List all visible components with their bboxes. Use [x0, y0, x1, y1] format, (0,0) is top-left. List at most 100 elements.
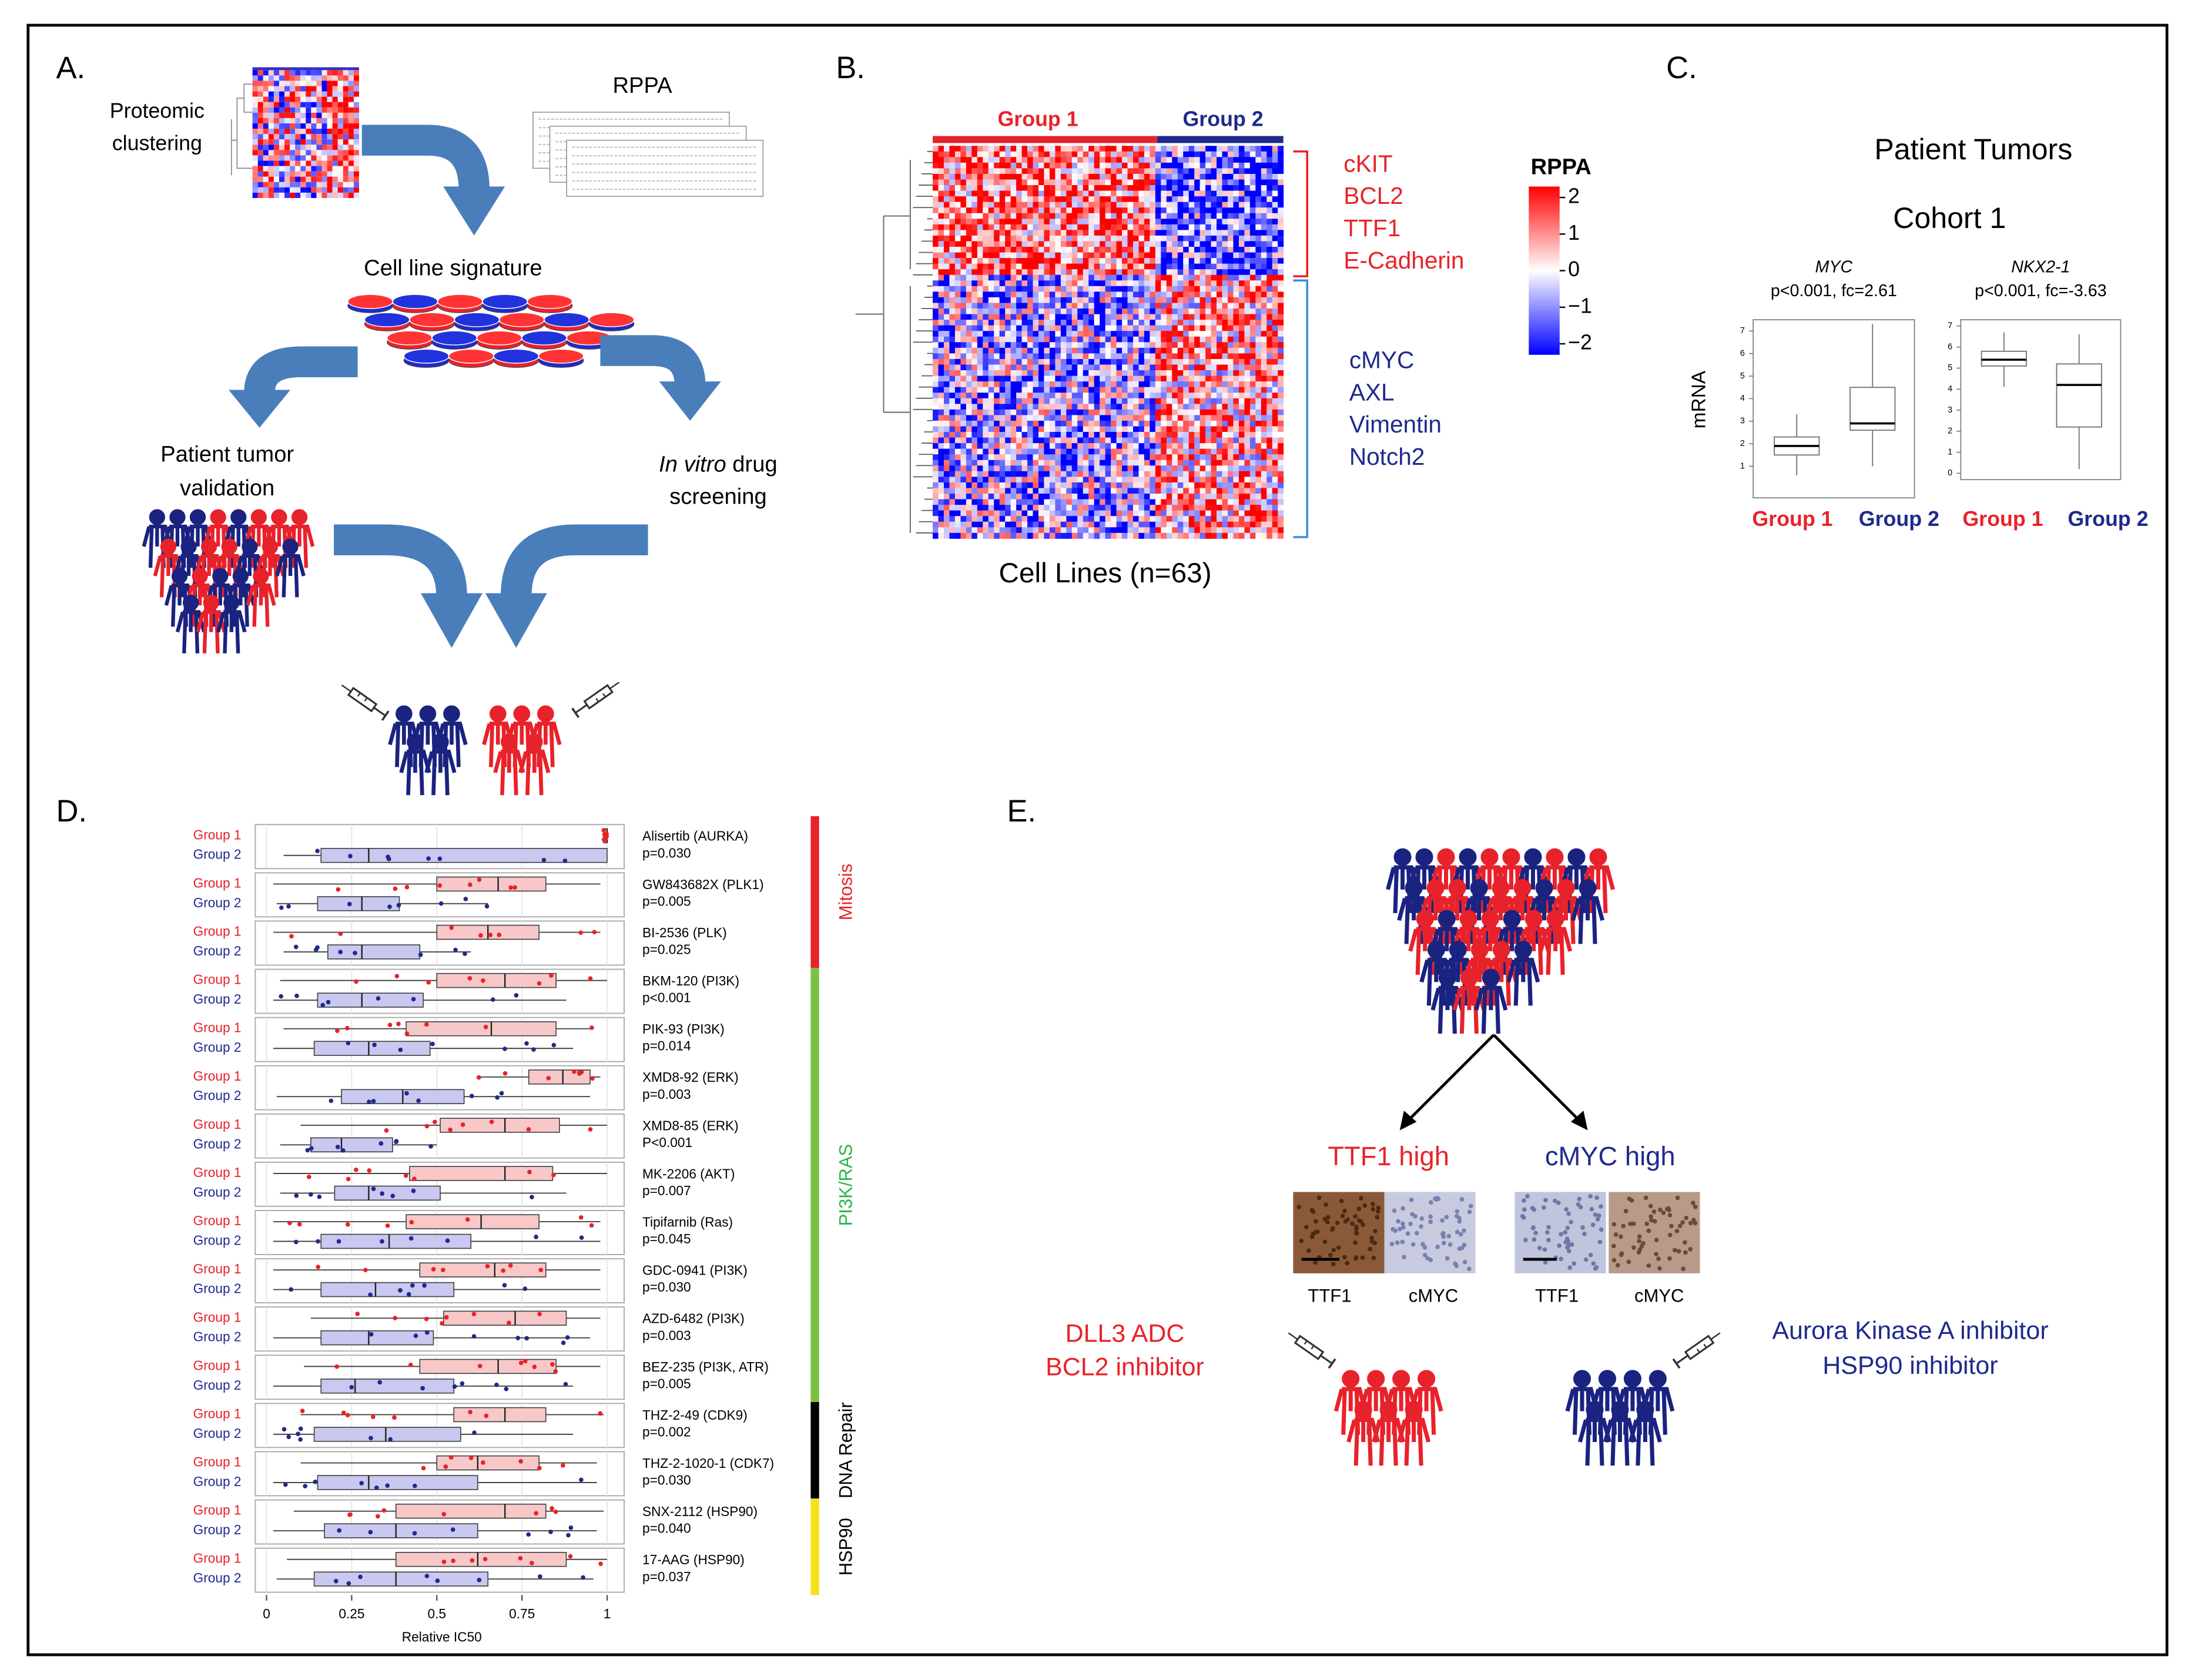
heatmap-cell: [1255, 325, 1262, 331]
heatmap-cell: [943, 247, 950, 253]
heatmap-cell: [1021, 286, 1028, 292]
heatmap-cell: [1122, 151, 1128, 157]
heatmap-cell: [1255, 415, 1262, 421]
heatmap-cell: [1122, 308, 1128, 315]
thumb-cell: [290, 139, 296, 145]
heatmap-cell: [1217, 196, 1222, 203]
heatmap-cell: [1100, 151, 1106, 157]
thumb-cell: [343, 182, 349, 187]
heatmap-cell: [1161, 207, 1167, 214]
heatmap-cell: [1244, 375, 1251, 382]
heatmap-cell: [1122, 252, 1128, 259]
heatmap-cell: [1272, 252, 1278, 259]
heatmap-cell: [1049, 358, 1056, 365]
heatmap-cell: [1183, 247, 1190, 253]
heatmap-cell: [999, 146, 1006, 152]
heatmap-cell: [994, 454, 1000, 461]
heatmap-cell: [1105, 415, 1111, 421]
heatmap-cell: [1155, 146, 1161, 152]
heatmap-cell: [1010, 465, 1017, 472]
heatmap-cell: [1244, 320, 1251, 326]
heatmap-cell: [1044, 460, 1050, 466]
heatmap-cell: [1010, 336, 1017, 343]
heatmap-cell: [1094, 325, 1100, 331]
heatmap-cell: [954, 325, 961, 331]
heatmap-cell: [1088, 432, 1095, 438]
thumb-cell: [300, 134, 306, 140]
heatmap-cell: [1172, 443, 1178, 450]
thumb-cell: [332, 96, 338, 102]
heatmap-cell: [1055, 353, 1061, 360]
heatmap-cell: [1122, 432, 1128, 438]
heatmap-cell: [1211, 488, 1217, 494]
heatmap-cell: [994, 297, 1000, 303]
heatmap-cell: [1211, 482, 1217, 488]
heatmap-cell: [1071, 308, 1078, 315]
heatmap-cell: [1100, 286, 1106, 292]
heatmap-cell: [1238, 364, 1245, 371]
heatmap-cell: [1217, 336, 1222, 343]
heatmap-cell: [943, 471, 950, 477]
heatmap-cell: [1188, 426, 1195, 432]
heatmap-cell: [1083, 247, 1089, 253]
heatmap-cell: [1144, 280, 1150, 287]
heatmap-cell: [1222, 219, 1228, 225]
heatmap-cell: [1161, 375, 1167, 382]
thumb-cell: [284, 75, 290, 81]
heatmap-cell: [1060, 437, 1067, 444]
heatmap-cell: [1111, 247, 1117, 253]
heatmap-cell: [1249, 393, 1256, 399]
heatmap-cell: [1021, 448, 1028, 455]
heatmap-cell: [1233, 448, 1239, 455]
heatmap-cell: [1255, 353, 1262, 360]
heatmap-cell: [1233, 173, 1239, 180]
heatmap-cell: [1261, 325, 1267, 331]
thumb-cell: [279, 160, 285, 166]
heatmap-cell: [1227, 241, 1234, 247]
heatmap-cell: [949, 151, 956, 157]
thumb-cell: [321, 102, 327, 108]
heatmap-cell: [1088, 202, 1095, 208]
thumb-cell: [327, 187, 333, 193]
heatmap-cell: [1027, 532, 1033, 539]
heatmap-cell: [1122, 207, 1128, 214]
heatmap-cell: [1255, 202, 1262, 208]
heatmap-cell: [1038, 308, 1044, 315]
heatmap-cell: [1255, 252, 1262, 259]
heatmap-cell: [1144, 179, 1150, 186]
heatmap-cell: [1183, 173, 1190, 180]
heatmap-cell: [1166, 336, 1172, 343]
label: Group 1: [997, 108, 1078, 131]
heatmap-cell: [1111, 353, 1117, 360]
heatmap-cell: [1105, 303, 1111, 309]
heatmap-cell: [1005, 448, 1011, 455]
heatmap-cell: [1272, 387, 1278, 393]
heatmap-cell: [1205, 179, 1212, 186]
heatmap-cell: [949, 202, 956, 208]
heatmap-cell: [1188, 521, 1195, 528]
heatmap-cell: [1083, 320, 1089, 326]
heatmap-cell: [933, 196, 939, 203]
heatmap-cell: [1183, 157, 1190, 163]
heatmap-cell: [1066, 151, 1073, 157]
heatmap-cell: [999, 157, 1006, 163]
heatmap-cell: [1060, 342, 1067, 348]
heatmap-cell: [943, 314, 950, 320]
thumb-cell: [252, 182, 258, 187]
heatmap-cell: [1038, 202, 1044, 208]
heatmap-cell: [1122, 488, 1128, 494]
heatmap-cell: [1105, 494, 1111, 500]
heatmap-cell: [1177, 488, 1184, 494]
heatmap-cell: [1194, 437, 1201, 444]
heatmap-cell: [1077, 347, 1084, 354]
heatmap-cell: [1183, 364, 1190, 371]
heatmap-cell: [1144, 437, 1150, 444]
heatmap-cell: [1005, 173, 1011, 180]
heatmap-cell: [1161, 358, 1167, 365]
heatmap-cell: [1021, 443, 1028, 450]
heatmap-cell: [1088, 364, 1095, 371]
thumb-cell: [252, 134, 258, 140]
heatmap-cell: [1161, 420, 1167, 427]
heatmap-cell: [966, 320, 972, 326]
heatmap-cell: [1177, 342, 1184, 348]
